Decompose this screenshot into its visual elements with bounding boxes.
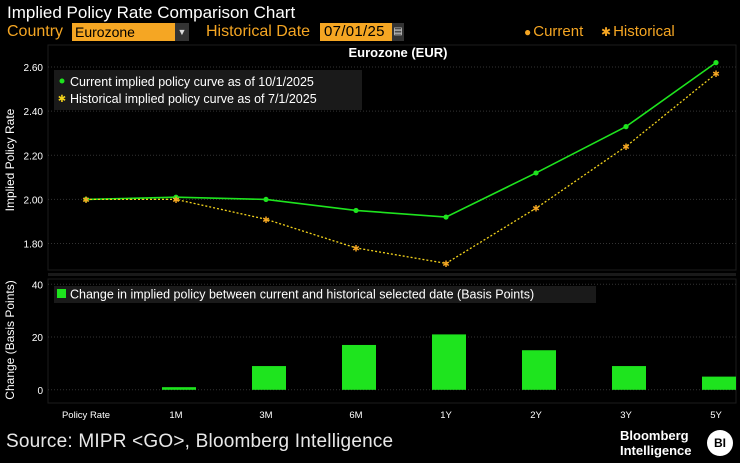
change-bar[interactable]	[702, 376, 736, 390]
bottom-series	[162, 334, 736, 390]
bottom-y-tick-label: 20	[32, 333, 44, 344]
historical-curve-point[interactable]: ✱	[172, 195, 180, 205]
controls-bar: Country Eurozone ▼ Historical Date 07/01…	[0, 22, 740, 43]
current-curve-point[interactable]	[533, 170, 539, 176]
current-curve-point[interactable]	[83, 196, 89, 203]
legend-historical-curve-label: Historical implied policy curve as of 7/…	[70, 92, 317, 106]
top-series: ✱ ✱ ✱ ✱ ✱ ✱ ✱ ✱	[82, 60, 720, 269]
chart-area: Eurozone (EUR) 1.80 2.00 2.20 2.40 2.60 Impl…	[3, 44, 737, 421]
x-tick-label: 5Y	[710, 410, 722, 421]
change-bar[interactable]	[612, 366, 646, 390]
change-bar[interactable]	[432, 334, 466, 390]
current-curve-point[interactable]	[443, 214, 449, 220]
chevron-down-icon[interactable]: ▼	[175, 23, 189, 41]
bottom-y-axis-label: Change (Basis Points)	[3, 280, 17, 399]
current-curve-line	[85, 61, 717, 218]
top-chart-title: Eurozone (EUR)	[349, 45, 448, 60]
current-curve-point[interactable]	[353, 207, 359, 214]
legend-historical-curve-marker: ✱	[58, 94, 66, 105]
historical-curve-point[interactable]: ✱	[532, 204, 540, 214]
x-tick-label: 6M	[349, 410, 362, 421]
calendar-icon[interactable]: ▤	[392, 23, 404, 41]
historical-curve-line	[86, 73, 717, 265]
current-curve-point[interactable]	[173, 194, 179, 200]
top-legend-box	[54, 70, 362, 110]
change-bar[interactable]	[342, 344, 376, 390]
star-icon: ✱	[601, 25, 612, 39]
x-tick-label: Policy Rate	[62, 410, 110, 421]
brand-wordmark: Bloomberg Intelligence	[620, 428, 692, 458]
current-curve-point[interactable]	[713, 60, 719, 66]
historical-curve-point[interactable]: ✱	[82, 195, 90, 205]
change-bar[interactable]	[522, 350, 556, 390]
historical-curve-point[interactable]: ✱	[442, 259, 450, 269]
x-axis: Policy Rate 1M 3M 6M 1Y 2Y 3Y 5Y	[62, 410, 723, 421]
brand-line-2: Intelligence	[620, 443, 692, 458]
current-curve-point[interactable]	[263, 196, 269, 203]
top-y-tick-label: 1.80	[24, 240, 44, 251]
bottom-y-axis: 0 20 40	[32, 280, 44, 397]
x-tick-label: 1M	[169, 410, 182, 421]
legend-historical-label: Historical	[613, 23, 675, 40]
x-tick-label: 1Y	[440, 410, 452, 421]
current-curve-point[interactable]	[623, 124, 629, 130]
bottom-legend-box	[54, 286, 596, 303]
historical-date-label: Historical Date	[206, 23, 311, 40]
legend-current-curve-label: Current implied policy curve as of 10/1/…	[70, 75, 314, 89]
historical-date-input[interactable]: 07/01/25 ▤	[320, 23, 404, 41]
bi-logo-icon: BI	[707, 430, 733, 456]
legend-current-curve-marker	[59, 78, 65, 84]
source-note: Source: MIPR <GO>, Bloomberg Intelligenc…	[6, 431, 394, 452]
historical-curve-point[interactable]: ✱	[622, 142, 630, 152]
historical-curve-point[interactable]: ✱	[262, 215, 270, 225]
historical-date-value: 07/01/25	[324, 23, 385, 40]
legend-current-label: Current	[533, 23, 584, 40]
top-y-axis-label: Implied Policy Rate	[3, 108, 17, 211]
bottom-y-tick-label: 40	[32, 280, 44, 291]
legend-change-label: Change in implied policy between current…	[70, 288, 534, 302]
panel-splitter[interactable]	[48, 273, 736, 276]
top-y-tick-label: 2.00	[24, 195, 44, 206]
country-label: Country	[7, 23, 64, 40]
x-tick-label: 3M	[259, 410, 272, 421]
brand-line-1: Bloomberg	[620, 428, 689, 443]
bottom-y-tick-label: 0	[37, 386, 43, 397]
top-y-tick-label: 2.60	[24, 63, 44, 74]
top-y-axis: 1.80 2.00 2.20 2.40 2.60	[24, 63, 44, 250]
page-title: Implied Policy Rate Comparison Chart	[7, 3, 296, 22]
country-select[interactable]: Eurozone ▼	[72, 23, 189, 41]
historical-curve-point[interactable]: ✱	[712, 69, 720, 79]
country-value: Eurozone	[75, 24, 135, 40]
x-tick-label: 2Y	[530, 410, 542, 421]
legend-historical[interactable]: ✱ Historical	[601, 23, 675, 40]
top-y-tick-label: 2.40	[24, 107, 44, 118]
legend-current[interactable]: ● Current	[524, 23, 583, 40]
dot-icon: ●	[524, 25, 532, 39]
change-bar[interactable]	[252, 366, 286, 390]
legend-change-marker	[57, 289, 66, 298]
historical-curve-point[interactable]: ✱	[352, 243, 360, 253]
change-bar[interactable]	[162, 387, 196, 390]
x-tick-label: 3Y	[620, 410, 632, 421]
top-y-tick-label: 2.20	[24, 151, 44, 162]
